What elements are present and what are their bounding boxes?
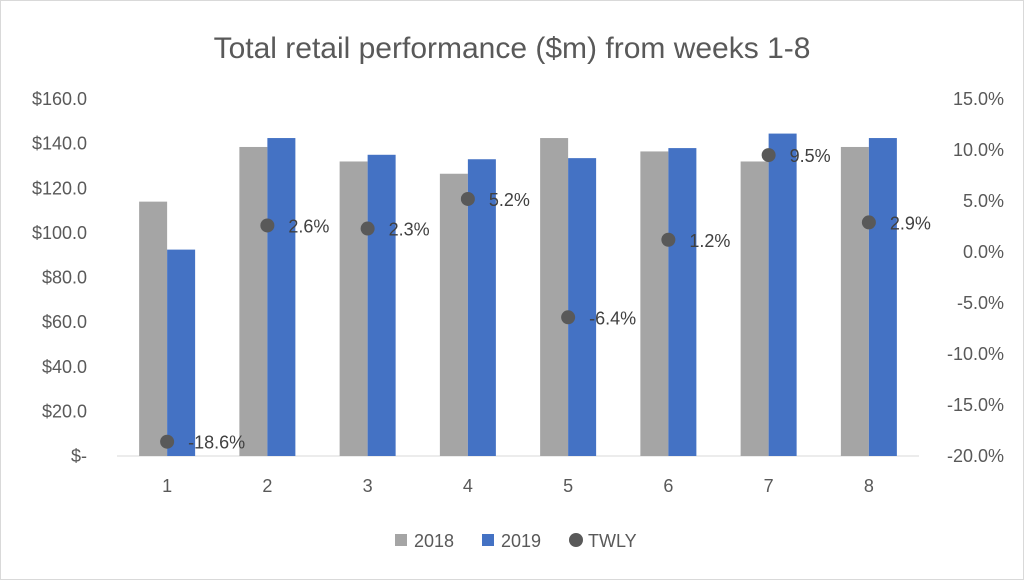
twly-point xyxy=(561,310,576,325)
bars xyxy=(139,133,897,457)
y-right-tick-label: -15.0% xyxy=(947,395,1004,415)
axes: $- $20.0 $40.0 $60.0 $80.0 $100.0 $120.0 $140.0… xyxy=(32,89,1004,496)
bar-2019 xyxy=(668,148,697,456)
bar-2019 xyxy=(367,154,396,456)
y-left-tick-label: $120.0 xyxy=(32,178,87,198)
x-tick-label: 2 xyxy=(262,476,272,496)
twly-point xyxy=(160,434,175,449)
y-right-tick-label: -10.0% xyxy=(947,344,1004,364)
twly-point xyxy=(861,215,876,230)
twly-data-label: 5.2% xyxy=(489,190,530,210)
bar-2018 xyxy=(339,161,368,456)
bar-2018 xyxy=(640,151,669,456)
bar-2019 xyxy=(868,138,897,456)
bar-2019 xyxy=(768,133,797,456)
bar-2019 xyxy=(467,159,496,456)
twly-point xyxy=(761,148,776,163)
x-tick-label: 1 xyxy=(162,476,172,496)
legend-swatch-2018 xyxy=(395,534,407,546)
twly-point xyxy=(460,191,475,206)
y-left-tick-label: $100.0 xyxy=(32,223,87,243)
twly-point xyxy=(360,221,375,236)
legend-marker-TWLY xyxy=(569,533,583,547)
bar-2019 xyxy=(167,249,196,456)
y-right-tick-label: 10.0% xyxy=(953,140,1004,160)
twly-data-label: 2.9% xyxy=(890,213,931,233)
y-left-tick-label: $80.0 xyxy=(42,268,87,288)
twly-data-label: 1.2% xyxy=(689,231,730,251)
legend-label: 2018 xyxy=(414,531,454,551)
twly-data-label: 9.5% xyxy=(790,146,831,166)
y-left-tick-label: $20.0 xyxy=(42,401,87,421)
legend-swatch-2019 xyxy=(482,534,494,546)
y-left-tick-label: $160.0 xyxy=(32,89,87,109)
twly-data-label: -18.6% xyxy=(188,433,245,453)
bar-2018 xyxy=(540,138,569,456)
bar-2019 xyxy=(267,138,296,456)
y-right-tick-label: -20.0% xyxy=(947,446,1004,466)
y-left-tick-label: $140.0 xyxy=(32,134,87,154)
y-right-tick-label: 0.0% xyxy=(963,242,1004,262)
bar-2018 xyxy=(239,146,268,457)
legend-label: TWLY xyxy=(588,531,637,551)
twly-points: -18.6% 2.6% 2.3% 5.2% -6.4% 1.2% 9.5% 2.9% xyxy=(160,146,931,453)
y-right-tick-label: -5.0% xyxy=(957,293,1004,313)
legend-label: 2019 xyxy=(501,531,541,551)
y-left-tick-label: $40.0 xyxy=(42,357,87,377)
twly-data-label: 2.6% xyxy=(288,216,329,236)
y-left-tick-label: $- xyxy=(71,446,87,466)
x-tick-label: 5 xyxy=(563,476,573,496)
y-right-tick-label: 15.0% xyxy=(953,89,1004,109)
x-tick-label: 4 xyxy=(463,476,473,496)
legend: 2018 2019 TWLY xyxy=(395,531,637,551)
twly-point xyxy=(260,218,275,233)
x-tick-label: 8 xyxy=(864,476,874,496)
x-tick-label: 3 xyxy=(363,476,373,496)
twly-data-label: 2.3% xyxy=(389,220,430,240)
y-right-tick-label: 5.0% xyxy=(963,191,1004,211)
bar-2018 xyxy=(139,201,168,456)
twly-data-label: -6.4% xyxy=(589,308,636,328)
x-tick-label: 6 xyxy=(663,476,673,496)
y-left-tick-label: $60.0 xyxy=(42,312,87,332)
bar-2018 xyxy=(439,173,468,456)
bar-2018 xyxy=(740,161,769,456)
x-tick-label: 7 xyxy=(764,476,774,496)
bar-2018 xyxy=(840,146,869,457)
bar-2019 xyxy=(568,158,597,457)
twly-point xyxy=(661,232,676,247)
chart-title: Total retail performance ($m) from weeks… xyxy=(214,32,811,65)
